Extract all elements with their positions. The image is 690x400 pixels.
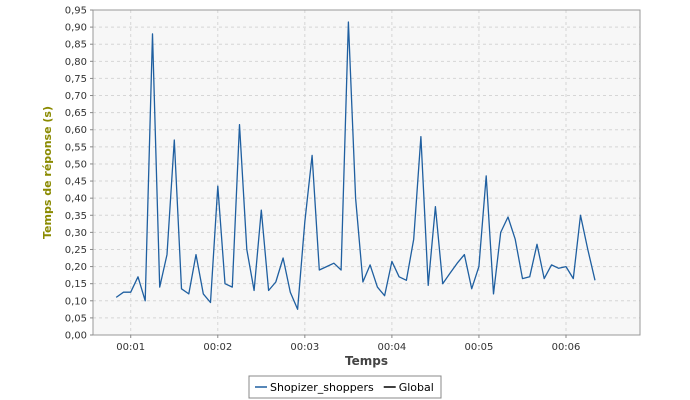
legend-label-shopizer-shoppers: Shopizer_shoppers [270, 381, 374, 394]
y-tick-label: 0,80 [65, 57, 87, 68]
series-lines [115, 21, 596, 310]
y-tick-label: 0,45 [65, 177, 87, 188]
y-tick-label: 0,95 [65, 6, 87, 17]
x-tick-label: 00:04 [377, 342, 406, 353]
x-tick-label: 00:03 [290, 342, 319, 353]
series-line-shopizer-shoppers [115, 21, 596, 310]
x-axis-ticks: 00:01 00:02 00:03 00:04 00:05 00:06 [116, 335, 580, 353]
y-tick-label: 0,15 [65, 279, 87, 290]
y-tick-label: 0,55 [65, 142, 87, 153]
y-tick-label: 0,30 [65, 228, 87, 239]
y-axis-title: Temps de réponse (s) [41, 106, 54, 239]
y-tick-label: 0,25 [65, 245, 87, 256]
y-tick-label: 0,50 [65, 159, 87, 170]
legend-label-global: Global [399, 381, 434, 394]
y-tick-label: 0,10 [65, 296, 87, 307]
legend: Shopizer_shoppers Global [248, 375, 442, 399]
x-tick-label: 00:06 [552, 342, 581, 353]
y-tick-label: 0,40 [65, 194, 87, 205]
y-tick-label: 0,85 [65, 40, 87, 51]
y-tick-label: 0,90 [65, 23, 87, 34]
y-tick-label: 0,05 [65, 313, 87, 324]
y-tick-label: 0,65 [65, 108, 87, 119]
x-axis-title: Temps [345, 354, 388, 368]
x-tick-label: 00:01 [116, 342, 145, 353]
y-tick-label: 0,20 [65, 262, 87, 273]
y-axis-ticks: 0,00 0,05 0,10 0,15 0,20 0,25 0,30 0,35 0,40 0,45… [65, 6, 93, 342]
plot-area-frame [92, 9, 641, 336]
y-tick-label: 0,00 [65, 331, 87, 342]
y-tick-label: 0,35 [65, 211, 87, 222]
legend-box [248, 375, 442, 399]
x-tick-label: 00:05 [465, 342, 494, 353]
y-tick-label: 0,70 [65, 91, 87, 102]
y-tick-label: 0,75 [65, 74, 87, 85]
plot-area-background [93, 10, 640, 335]
y-tick-label: 0,60 [65, 125, 87, 136]
x-tick-label: 00:02 [203, 342, 232, 353]
